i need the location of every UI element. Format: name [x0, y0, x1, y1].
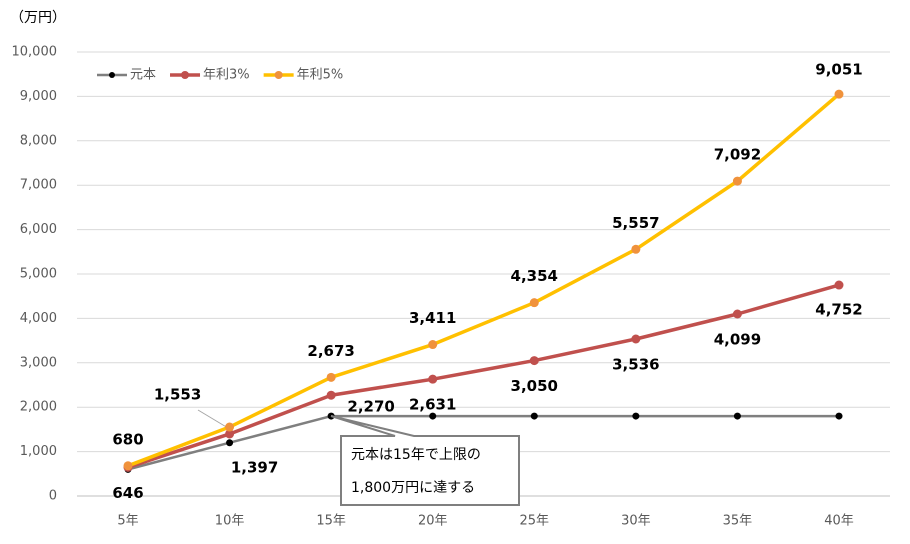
- y-tick-label: 2,000: [20, 400, 57, 415]
- marker: [428, 374, 438, 384]
- marker: [326, 390, 336, 400]
- callout-text: 1,800万円に達する: [351, 480, 475, 496]
- marker: [429, 412, 437, 420]
- marker: [834, 89, 844, 99]
- data-label: 3,050: [511, 377, 558, 395]
- x-tick-label: 10年: [215, 514, 245, 529]
- data-label: 2,673: [307, 342, 354, 360]
- marker: [530, 412, 538, 420]
- marker: [428, 340, 438, 350]
- x-tick-label: 15年: [316, 514, 346, 529]
- y-tick-label: 1,000: [20, 444, 57, 459]
- marker: [226, 439, 234, 447]
- data-label: 1,553: [154, 386, 201, 404]
- data-label: 646: [112, 484, 143, 502]
- marker: [123, 461, 133, 471]
- data-label: 4,354: [511, 267, 558, 285]
- y-tick-label: 9,000: [20, 89, 57, 104]
- data-label: 5,557: [612, 214, 659, 232]
- x-tick-label: 5年: [117, 514, 138, 529]
- y-tick-label: 5,000: [20, 267, 57, 282]
- data-label: 3,411: [409, 309, 456, 327]
- series-line: [127, 92, 841, 468]
- y-tick-label: 4,000: [20, 311, 57, 326]
- callout-text: 元本は15年で上限の: [351, 447, 481, 463]
- data-label: 2,631: [409, 396, 456, 414]
- series-line: [127, 414, 839, 471]
- legend-marker: [274, 71, 283, 79]
- marker: [529, 356, 539, 366]
- legend-marker: [181, 71, 190, 79]
- marker: [225, 422, 235, 432]
- data-label: 3,536: [612, 356, 659, 374]
- marker: [631, 334, 641, 344]
- data-label: 9,051: [815, 61, 862, 79]
- data-label: 4,752: [815, 301, 862, 319]
- marker: [326, 372, 336, 382]
- x-tick-label: 20年: [418, 514, 448, 529]
- legend-label: 年利3%: [203, 68, 250, 83]
- y-tick-label: 3,000: [20, 355, 57, 370]
- y-tick-label: 7,000: [20, 178, 57, 193]
- data-label: 2,270: [347, 398, 394, 416]
- marker: [733, 412, 741, 420]
- legend-label: 元本: [130, 68, 156, 83]
- series-line: [127, 283, 840, 469]
- y-unit: （万円）: [10, 10, 66, 26]
- marker: [834, 280, 844, 290]
- y-tick-label: 0: [49, 489, 57, 504]
- y-tick-label: 10,000: [12, 45, 58, 60]
- data-label: 1,397: [231, 458, 278, 476]
- leader-line: [197, 409, 229, 429]
- x-tick-label: 30年: [621, 514, 651, 529]
- data-label: 680: [112, 430, 143, 448]
- marker: [732, 309, 742, 319]
- marker: [631, 244, 641, 254]
- data-label: 4,099: [714, 331, 761, 349]
- marker: [732, 176, 742, 186]
- callout: [330, 415, 520, 506]
- x-tick-label: 25年: [520, 514, 550, 529]
- y-tick-label: 8,000: [20, 133, 57, 148]
- marker: [529, 298, 539, 308]
- legend-marker: [109, 72, 115, 78]
- y-tick-label: 6,000: [20, 222, 57, 237]
- x-tick-label: 40年: [824, 514, 854, 529]
- marker: [632, 412, 640, 420]
- legend-label: 年利5%: [297, 68, 344, 83]
- x-tick-label: 35年: [723, 514, 753, 529]
- marker: [835, 412, 843, 420]
- marker: [225, 429, 235, 439]
- data-label: 7,092: [714, 146, 761, 164]
